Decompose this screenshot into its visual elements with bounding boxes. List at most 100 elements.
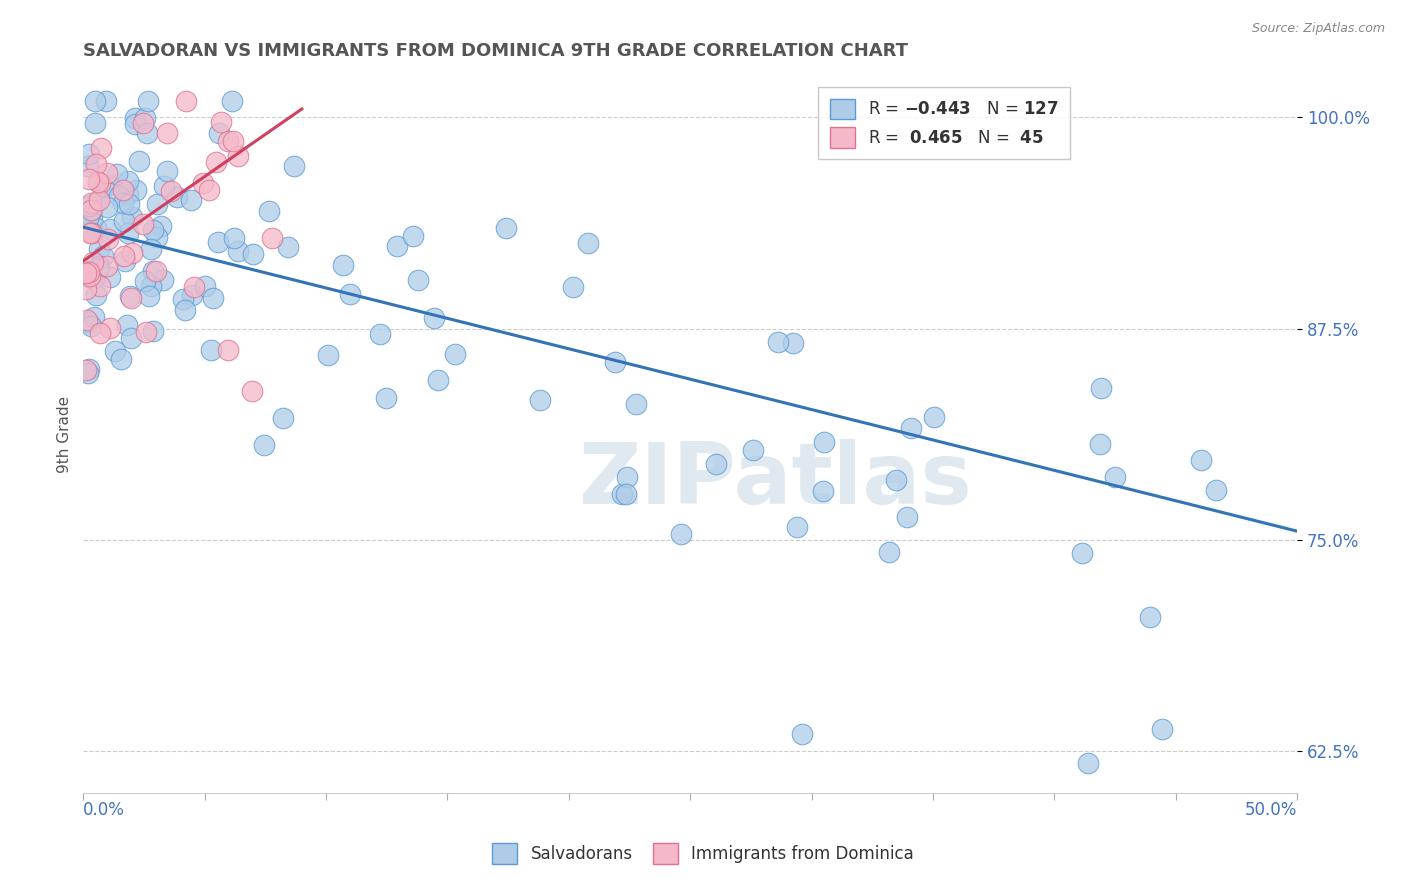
- Point: [1104, 469, 1126, 483]
- Point: [153, 178, 176, 193]
- Point: [813, 435, 835, 450]
- Point: [75, 282, 97, 296]
- Point: [117, 186, 139, 201]
- Point: [89, 279, 111, 293]
- Point: [120, 291, 142, 305]
- Point: [142, 223, 165, 237]
- Point: [120, 289, 142, 303]
- Point: [84, 288, 107, 302]
- Point: [228, 244, 250, 258]
- Point: [401, 228, 423, 243]
- Point: [283, 159, 305, 173]
- Point: [197, 183, 219, 197]
- Point: [84, 196, 107, 211]
- Point: [149, 219, 172, 233]
- Point: [204, 154, 226, 169]
- Point: [96, 200, 118, 214]
- Point: [884, 473, 907, 487]
- Point: [83, 310, 105, 325]
- Point: [226, 149, 249, 163]
- Point: [704, 457, 727, 471]
- Point: [112, 214, 135, 228]
- Point: [145, 197, 167, 211]
- Point: [896, 509, 918, 524]
- Point: [82, 226, 104, 240]
- Point: [576, 235, 599, 250]
- Point: [77, 315, 100, 329]
- Point: [96, 259, 118, 273]
- Point: [610, 487, 633, 501]
- Point: [82, 202, 104, 217]
- Point: [128, 154, 150, 169]
- Point: [900, 420, 922, 434]
- Point: [77, 362, 100, 376]
- Point: [87, 193, 110, 207]
- Point: [79, 264, 101, 278]
- Point: [77, 366, 100, 380]
- Point: [98, 321, 121, 335]
- Point: [444, 347, 467, 361]
- Point: [193, 177, 215, 191]
- Point: [624, 396, 647, 410]
- Point: [207, 235, 229, 249]
- Point: [1088, 437, 1111, 451]
- Point: [562, 280, 585, 294]
- Point: [240, 384, 263, 398]
- Point: [257, 204, 280, 219]
- Point: [145, 229, 167, 244]
- Point: [104, 344, 127, 359]
- Point: [96, 166, 118, 180]
- Point: [89, 326, 111, 340]
- Point: [742, 442, 765, 457]
- Point: [139, 242, 162, 256]
- Point: [114, 254, 136, 268]
- Point: [173, 302, 195, 317]
- Point: [83, 270, 105, 285]
- Point: [124, 117, 146, 131]
- Point: [97, 232, 120, 246]
- Point: [1070, 546, 1092, 560]
- Point: [603, 355, 626, 369]
- Point: [136, 94, 159, 108]
- Point: [86, 175, 108, 189]
- Point: [120, 331, 142, 345]
- Point: [200, 343, 222, 357]
- Point: [813, 484, 835, 499]
- Point: [77, 270, 100, 285]
- Point: [194, 279, 217, 293]
- Point: [132, 218, 155, 232]
- Point: [105, 167, 128, 181]
- Point: [1152, 722, 1174, 736]
- Point: [97, 178, 120, 192]
- Point: [156, 164, 179, 178]
- Point: [80, 203, 103, 218]
- Point: [786, 520, 808, 534]
- Point: [423, 311, 446, 326]
- Point: [183, 280, 205, 294]
- Point: [201, 291, 224, 305]
- Point: [77, 159, 100, 173]
- Point: [80, 225, 103, 239]
- Point: [90, 141, 112, 155]
- Y-axis label: 9th Grade: 9th Grade: [58, 395, 72, 473]
- Point: [91, 178, 114, 193]
- Point: [135, 325, 157, 339]
- Point: [79, 147, 101, 161]
- Point: [222, 230, 245, 244]
- Point: [134, 274, 156, 288]
- Point: [160, 184, 183, 198]
- Point: [271, 411, 294, 425]
- Point: [132, 116, 155, 130]
- Point: [112, 249, 135, 263]
- Point: [922, 409, 945, 424]
- Point: [117, 318, 139, 333]
- Point: [316, 348, 339, 362]
- Point: [1077, 756, 1099, 770]
- Text: 0.0%: 0.0%: [83, 801, 125, 820]
- Point: [91, 249, 114, 263]
- Point: [339, 286, 361, 301]
- Point: [172, 293, 194, 307]
- Point: [77, 171, 100, 186]
- Point: [134, 111, 156, 125]
- Point: [242, 246, 264, 260]
